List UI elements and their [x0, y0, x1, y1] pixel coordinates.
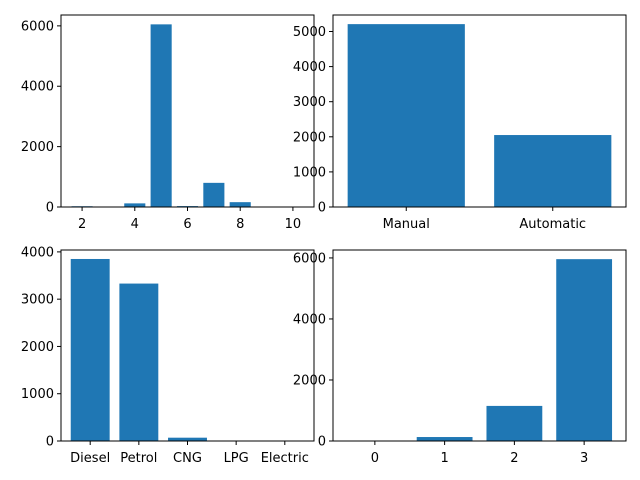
subplot-bottom-left: Diesel Petrol CNG LPG Electric 0 1000 2000 3000 4… — [21, 245, 315, 466]
x-tick-label: Petrol — [120, 451, 157, 466]
y-tick-label: 0 — [46, 435, 54, 450]
x-tick-label: 10 — [285, 217, 302, 232]
y-tick-label: 5000 — [293, 25, 326, 40]
bar-petrol — [119, 283, 159, 441]
subplot-bottom-right: 0 1 2 3 0 2000 4000 6000 — [293, 249, 627, 466]
bar-automatic — [494, 135, 612, 207]
y-tick-label: 2000 — [293, 373, 326, 388]
subplot-top-left: 2 4 6 8 10 0 2000 4000 6000 — [21, 14, 315, 232]
y-tick-label: 4000 — [21, 245, 54, 260]
y-tick-label: 1000 — [21, 387, 54, 402]
y-tick-label: 3000 — [293, 95, 326, 110]
bar-1 — [416, 437, 473, 441]
bar-7 — [203, 182, 225, 207]
bar-3 — [556, 259, 613, 441]
y-tick-label: 3000 — [21, 293, 54, 308]
x-tick-label: 2 — [510, 451, 518, 466]
x-tick-label: Manual — [383, 217, 430, 232]
y-tick-label: 4000 — [293, 312, 326, 327]
bar-cng — [168, 437, 207, 441]
x-tick-label: Diesel — [70, 451, 110, 466]
y-tick-label: 2000 — [21, 140, 54, 155]
y-tick-label: 4000 — [293, 60, 326, 75]
bar-manual — [347, 24, 465, 207]
x-tick-label: CNG — [173, 451, 202, 466]
x-tick-label: 0 — [371, 451, 379, 466]
bar-8 — [229, 202, 251, 207]
y-tick-label: 0 — [318, 435, 326, 450]
y-tick-label: 4000 — [21, 80, 54, 95]
y-tick-label: 6000 — [21, 19, 54, 34]
x-tick-label: 4 — [131, 217, 139, 232]
x-tick-label: Automatic — [519, 217, 586, 232]
x-tick-label: 6 — [183, 217, 191, 232]
y-tick-label: 2000 — [21, 340, 54, 355]
subplot-top-right: Manual Automatic 0 1000 2000 3000 4000 5000 — [293, 14, 627, 232]
y-tick-label: 2000 — [293, 130, 326, 145]
x-tick-label: 3 — [580, 451, 588, 466]
axes-frame — [332, 14, 627, 208]
bar-4 — [124, 203, 146, 207]
y-tick-label: 0 — [318, 201, 326, 216]
bar-diesel — [70, 258, 110, 441]
x-tick-label: Electric — [261, 451, 309, 466]
axes-frame — [332, 249, 627, 442]
y-tick-label: 6000 — [293, 251, 326, 266]
x-tick-label: 2 — [78, 217, 86, 232]
x-tick-label: LPG — [224, 451, 249, 466]
y-tick-label: 1000 — [293, 165, 326, 180]
bar-2 — [486, 405, 543, 441]
y-tick-label: 0 — [46, 201, 54, 216]
bar-5 — [150, 24, 172, 207]
x-tick-label: 8 — [236, 217, 244, 232]
x-tick-label: 1 — [440, 451, 448, 466]
